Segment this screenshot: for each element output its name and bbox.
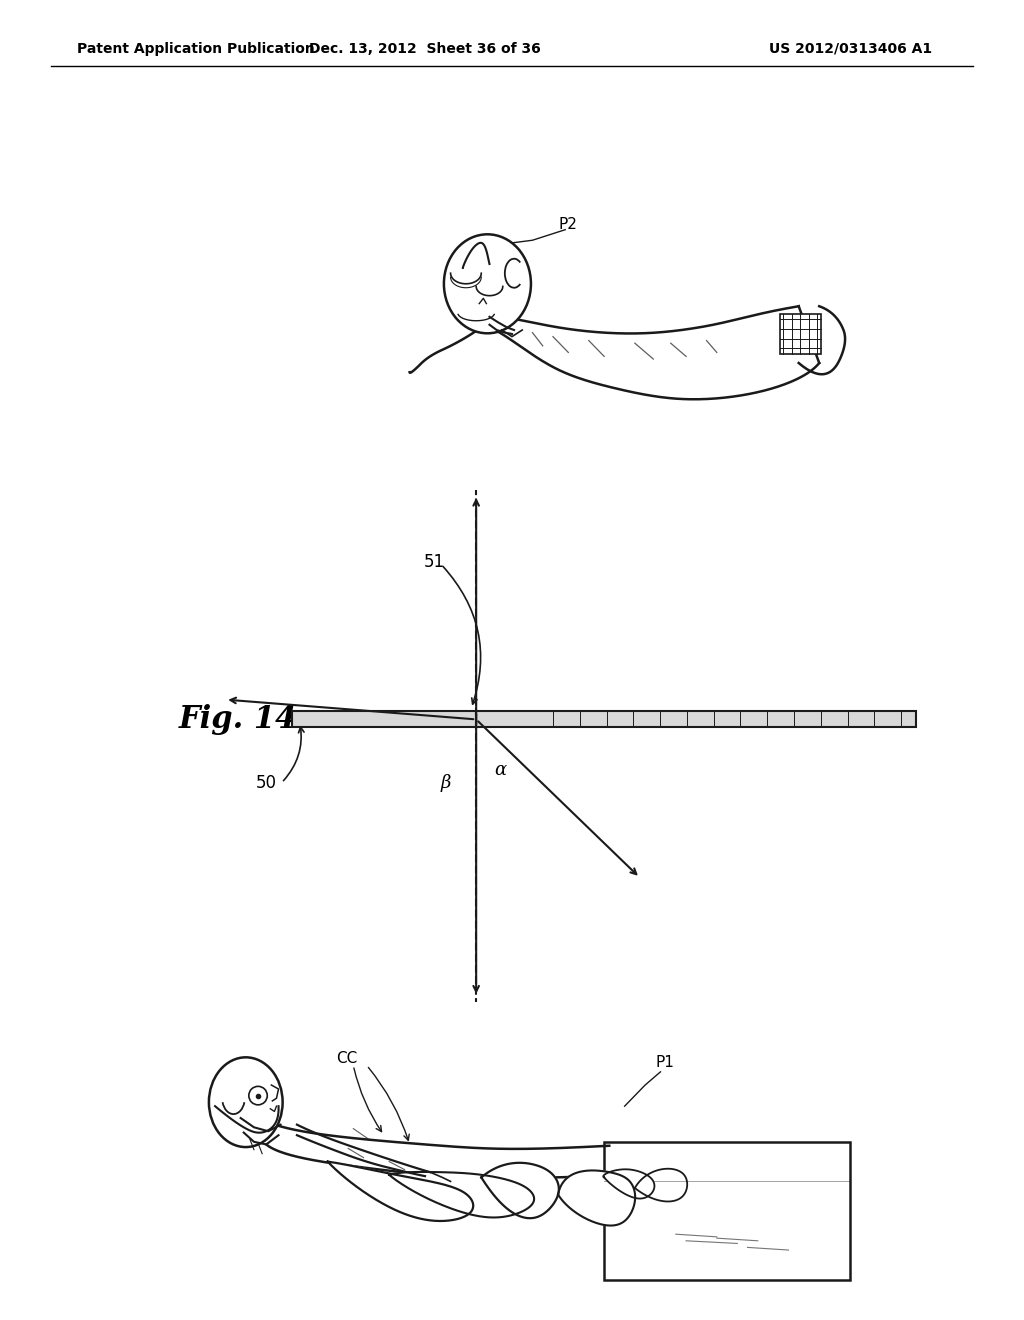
Text: P1: P1 [655, 1055, 674, 1071]
Bar [780, 314, 821, 354]
Text: Fig. 14: Fig. 14 [179, 704, 298, 735]
Ellipse shape [209, 1057, 283, 1147]
Polygon shape [328, 1162, 473, 1221]
Text: 50: 50 [255, 774, 276, 792]
Polygon shape [558, 1171, 635, 1225]
Bar [292, 711, 916, 727]
Text: Dec. 13, 2012  Sheet 36 of 36: Dec. 13, 2012 Sheet 36 of 36 [309, 42, 541, 55]
Ellipse shape [249, 1086, 267, 1105]
Text: 51: 51 [424, 553, 445, 572]
Ellipse shape [444, 235, 530, 333]
Text: Patent Application Publication: Patent Application Publication [77, 42, 314, 55]
Polygon shape [603, 1170, 654, 1199]
Text: α: α [495, 762, 506, 779]
Text: β: β [440, 775, 452, 792]
Text: P2: P2 [558, 216, 577, 232]
Text: CC: CC [336, 1051, 357, 1067]
Text: US 2012/0313406 A1: US 2012/0313406 A1 [769, 42, 932, 55]
Polygon shape [481, 1163, 559, 1218]
Polygon shape [261, 1118, 614, 1177]
Bar [604, 1142, 850, 1280]
Polygon shape [389, 1172, 535, 1217]
